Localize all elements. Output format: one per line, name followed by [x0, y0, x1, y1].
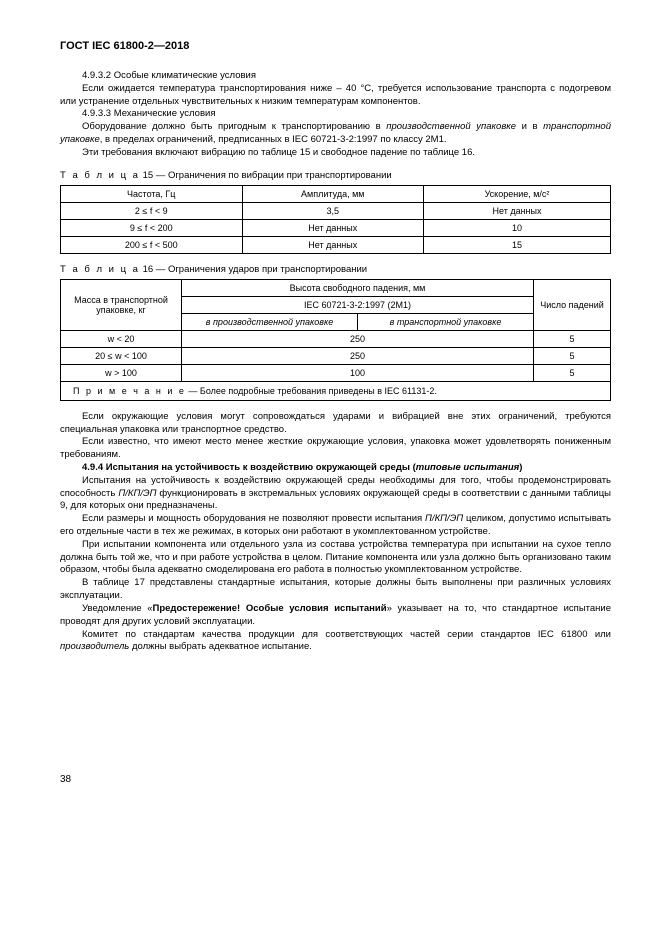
cell: 200 ≤ f < 500 [61, 236, 243, 253]
section-494-title: 4.9.4 Испытания на устойчивость к воздей… [60, 462, 611, 475]
cell: 5 [534, 347, 611, 364]
col-trans-pack: в транспортной упаковке [358, 313, 534, 330]
cell: 20 ≤ w < 100 [61, 347, 182, 364]
section-4933-title: 4.9.3.3 Механические условия [60, 108, 611, 121]
col-mass: Масса в транспортной упаковке, кг [61, 279, 182, 330]
cell: 5 [534, 330, 611, 347]
text-italic: производственной упаковке [386, 121, 516, 132]
text-italic: П/КП/ЭП [118, 488, 156, 499]
cell: 250 [182, 330, 534, 347]
section-4932-title: 4.9.3.2 Особые климатические условия [60, 70, 611, 83]
table16-caption: Т а б л и ц а 16 — Ограничения ударов пр… [60, 264, 611, 275]
doc-header: ГОСТ IEC 61800-2—2018 [60, 40, 611, 52]
col-accel: Ускорение, м/с² [424, 185, 611, 202]
para-conditions: Если окружающие условия могут сопровожда… [60, 411, 611, 437]
col-freq: Частота, Гц [61, 185, 243, 202]
text: ) [519, 462, 522, 473]
table-15: Частота, Гц Амплитуда, мм Ускорение, м/с… [60, 185, 611, 254]
table-row: 200 ≤ f < 500 Нет данных 15 [61, 236, 611, 253]
cell: 15 [424, 236, 611, 253]
text: и в [516, 121, 543, 132]
cell: w > 100 [61, 364, 182, 381]
table-row: 9 ≤ f < 200 Нет данных 10 [61, 219, 611, 236]
table-row: 2 ≤ f < 9 3,5 Нет данных [61, 202, 611, 219]
spacer [60, 401, 611, 411]
para-component-test: При испытании компонента или отдельного … [60, 539, 611, 577]
text: Если размеры и мощность оборудования не … [82, 513, 425, 524]
text-bold: Предостережение! Особые условия испытани… [153, 603, 387, 614]
text-italic: типовые испытания [416, 462, 520, 473]
text: Оборудование должно быть пригодным к тра… [82, 121, 386, 132]
caption-word: Т а б л и ц а [60, 264, 140, 275]
table-note-row: П р и м е ч а н и е — Более подробные тр… [61, 381, 611, 400]
text: 4.9.4 Испытания на устойчивость к воздей… [82, 462, 416, 473]
cell: 100 [182, 364, 534, 381]
table-row: w < 20 250 5 [61, 330, 611, 347]
col-amp: Амплитуда, мм [242, 185, 424, 202]
para-climate: Если ожидается температура транспортиров… [60, 83, 611, 109]
col-prod-pack: в производственной упаковке [182, 313, 358, 330]
para-equipment: Оборудование должно быть пригодным к тра… [60, 121, 611, 147]
page: ГОСТ IEC 61800-2—2018 4.9.3.2 Особые кли… [0, 0, 661, 815]
para-sizes: Если размеры и мощность оборудования не … [60, 513, 611, 539]
table15-caption: Т а б л и ц а 15 — Ограничения по вибрац… [60, 170, 611, 181]
text: должны выбрать адекватное испытание. [129, 641, 312, 652]
para-lower-req: Если известно, что имеют место менее жес… [60, 436, 611, 462]
note-cell: П р и м е ч а н и е — Более подробные тр… [61, 381, 611, 400]
para-warning: Уведомление «Предостережение! Особые усл… [60, 603, 611, 629]
para-committee: Комитет по стандартам качества продукции… [60, 629, 611, 655]
cell: 5 [534, 364, 611, 381]
table-header-row: Частота, Гц Амплитуда, мм Ускорение, м/с… [61, 185, 611, 202]
cell: 10 [424, 219, 611, 236]
table-header-row: Масса в транспортной упаковке, кг Высота… [61, 279, 611, 296]
caption-word: Т а б л и ц а [60, 170, 140, 181]
cell: 2 ≤ f < 9 [61, 202, 243, 219]
note-word: П р и м е ч а н и е [73, 386, 186, 396]
text: Комитет по стандартам качества продукции… [82, 629, 611, 640]
col-iec: IEC 60721-3-2:1997 (2М1) [182, 296, 534, 313]
cell: w < 20 [61, 330, 182, 347]
para-requirements: Эти требования включают вибрацию по табл… [60, 147, 611, 160]
table-row: 20 ≤ w < 100 250 5 [61, 347, 611, 364]
caption-rest: 16 — Ограничения ударов при транспортиро… [140, 264, 367, 275]
col-count: Число падений [534, 279, 611, 330]
para-table17: В таблице 17 представлены стандартные ис… [60, 577, 611, 603]
table-16: Масса в транспортной упаковке, кг Высота… [60, 279, 611, 401]
cell: Нет данных [424, 202, 611, 219]
cell: 250 [182, 347, 534, 364]
cell: Нет данных [242, 236, 424, 253]
table-row: w > 100 100 5 [61, 364, 611, 381]
text: Уведомление « [82, 603, 153, 614]
note-rest: — Более подробные требования приведены в… [186, 386, 437, 396]
cell: 3,5 [242, 202, 424, 219]
cell: Нет данных [242, 219, 424, 236]
page-number: 38 [60, 774, 611, 785]
text-italic: П/КП/ЭП [425, 513, 463, 524]
cell: 9 ≤ f < 200 [61, 219, 243, 236]
col-height: Высота свободного падения, мм [182, 279, 534, 296]
caption-rest: 15 — Ограничения по вибрации при транспо… [140, 170, 392, 181]
text-italic: производитель [60, 641, 129, 652]
para-testing: Испытания на устойчивость к воздействию … [60, 475, 611, 513]
text: , в пределах ограничений, предписанных в… [100, 134, 447, 145]
